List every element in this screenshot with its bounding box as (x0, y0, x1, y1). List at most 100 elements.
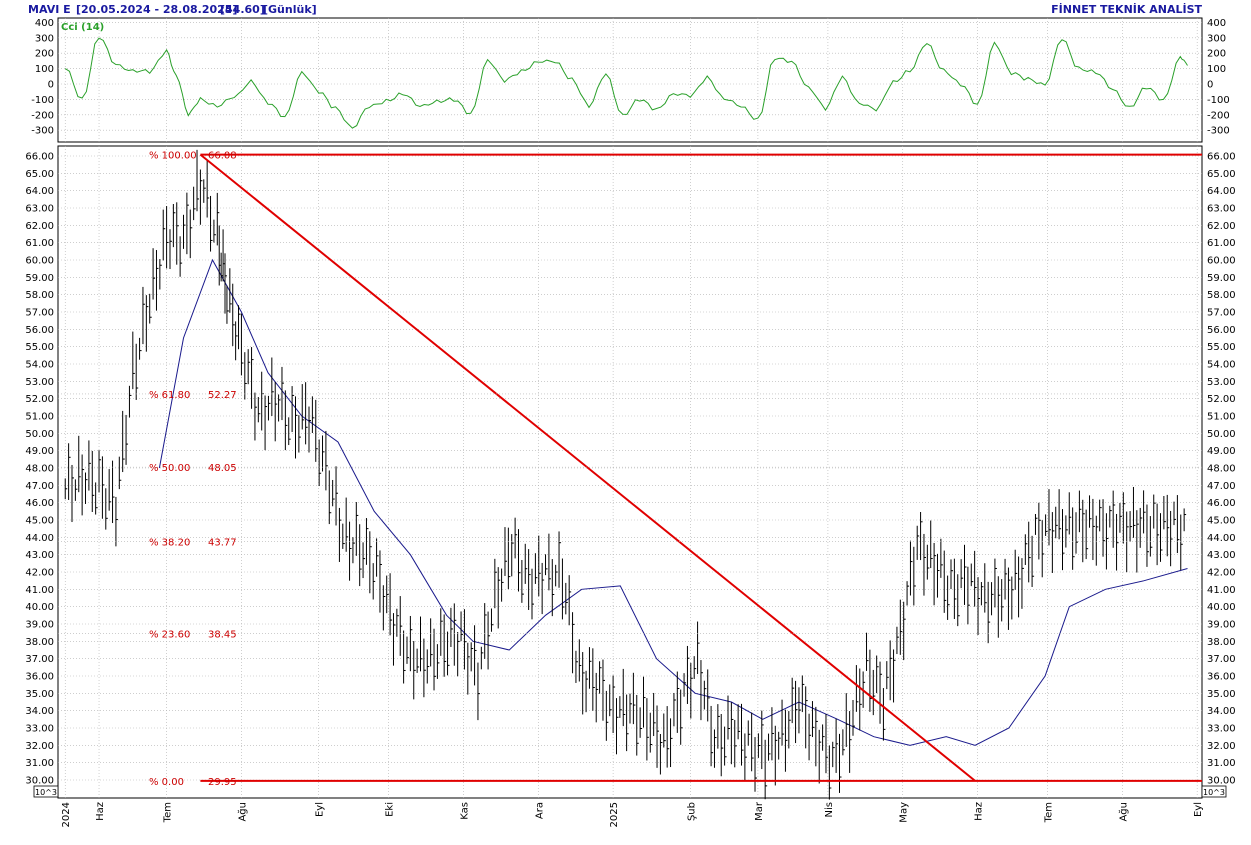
x-tick-label: May (899, 802, 910, 823)
price-tick-label-left: 32.00 (25, 741, 54, 752)
x-tick-label: Mar (754, 801, 765, 821)
price-tick-label-right: 64.00 (1207, 186, 1236, 197)
cci-tick-label-left: 200 (35, 49, 54, 60)
price-tick-label-right: 41.00 (1207, 585, 1236, 596)
price-tick-label-right: 57.00 (1207, 308, 1236, 319)
fib-level-price-label: 48.05 (208, 463, 237, 474)
price-tick-label-left: 54.00 (25, 360, 54, 371)
price-tick-label-left: 61.00 (25, 238, 54, 249)
multiplier-label-left: 10^3 (35, 788, 57, 797)
fib-level-price-label: 52.27 (208, 390, 237, 401)
price-tick-label-left: 62.00 (25, 221, 54, 232)
cci-tick-label-right: -200 (1207, 110, 1230, 121)
price-tick-label-left: 48.00 (25, 464, 54, 475)
price-tick-label-left: 44.00 (25, 533, 54, 544)
fib-level-percent-label: % 0.00 (149, 777, 184, 788)
price-tick-label-right: 49.00 (1207, 446, 1236, 457)
x-tick-label: Haz (95, 802, 106, 821)
price-tick-label-right: 37.00 (1207, 654, 1236, 665)
fib-level-percent-label: % 61.80 (149, 390, 190, 401)
cci-tick-label-right: 0 (1207, 80, 1213, 91)
price-tick-label-right: 50.00 (1207, 429, 1236, 440)
price-tick-label-left: 60.00 (25, 256, 54, 267)
price-tick-label-left: 41.00 (25, 585, 54, 596)
price-tick-label-right: 30.00 (1207, 776, 1236, 787)
price-tick-label-right: 35.00 (1207, 689, 1236, 700)
header-brand: FİNNET TEKNİK ANALİST (1051, 2, 1202, 16)
price-tick-label-left: 66.00 (25, 152, 54, 163)
price-tick-label-right: 44.00 (1207, 533, 1236, 544)
cci-tick-label-right: 300 (1207, 33, 1226, 44)
x-tick-label: 2025 (609, 802, 620, 827)
fib-level-percent-label: % 50.00 (149, 463, 190, 474)
x-tick-label: Şub (686, 802, 697, 821)
fib-level-price-label: 43.77 (208, 537, 237, 548)
price-tick-label-left: 34.00 (25, 706, 54, 717)
price-tick-label-left: 64.00 (25, 186, 54, 197)
price-tick-label-right: 38.00 (1207, 637, 1236, 648)
fibonacci-layer: % 100.00 66.08 % 61.80 52.27 % 50.00 48.05 % 3… (58, 151, 1202, 788)
price-tick-label-right: 65.00 (1207, 169, 1236, 180)
price-panel-frame (57, 145, 1203, 799)
cci-tick-label-left: 300 (35, 33, 54, 44)
price-tick-label-left: 35.00 (25, 689, 54, 700)
price-tick-label-left: 37.00 (25, 654, 54, 665)
multiplier-box-right (1201, 785, 1227, 798)
x-tick-label: 2024 (61, 802, 72, 827)
price-tick-label-left: 33.00 (25, 724, 54, 735)
fib-level-percent-label: % 38.20 (149, 537, 190, 548)
x-tick-label: Kas (459, 802, 470, 820)
price-tick-label-left: 43.00 (25, 550, 54, 561)
price-tick-label-right: 48.00 (1207, 464, 1236, 475)
price-tick-label-left: 50.00 (25, 429, 54, 440)
price-tick-label-left: 56.00 (25, 325, 54, 336)
price-tick-label-left: 59.00 (25, 273, 54, 284)
price-tick-label-right: 43.00 (1207, 550, 1236, 561)
header-last-price: [44.60] (220, 3, 265, 16)
price-tick-label-right: 56.00 (1207, 325, 1236, 336)
price-tick-label-left: 46.00 (25, 498, 54, 509)
price-tick-label-left: 40.00 (25, 602, 54, 613)
cci-tick-label-right: -300 (1207, 126, 1230, 137)
x-tick-label: Ara (534, 802, 545, 819)
price-tick-label-right: 63.00 (1207, 204, 1236, 215)
fib-level-price-label: 29.95 (208, 777, 237, 788)
price-tick-label-left: 63.00 (25, 204, 54, 215)
x-tick-label: Tem (163, 802, 174, 823)
cci-tick-label-left: -300 (31, 126, 54, 137)
cci-tick-label-left: 400 (35, 18, 54, 29)
price-tick-label-left: 42.00 (25, 568, 54, 579)
cci-tick-label-right: -100 (1207, 95, 1230, 106)
price-bars-layer (64, 149, 1187, 800)
axis-layer: 66.00 66.00 65.00 65.00 64.00 64.00 63.00 63.00… (25, 18, 1235, 828)
x-tick-label: Eki (385, 802, 396, 817)
x-tick-label: Nis (824, 802, 835, 817)
header-period: [Günlük] (263, 3, 317, 16)
cci-tick-label-left: -200 (31, 110, 54, 121)
price-tick-label-left: 52.00 (25, 394, 54, 405)
price-tick-label-left: 39.00 (25, 620, 54, 631)
price-tick-label-right: 47.00 (1207, 481, 1236, 492)
price-tick-label-left: 31.00 (25, 758, 54, 769)
price-tick-label-left: 36.00 (25, 672, 54, 683)
x-tick-label: Haz (974, 802, 985, 821)
price-tick-label-left: 47.00 (25, 481, 54, 492)
price-tick-label-left: 58.00 (25, 290, 54, 301)
fib-level-price-label: 66.08 (208, 151, 237, 162)
price-tick-label-left: 49.00 (25, 446, 54, 457)
cci-tick-label-right: 400 (1207, 18, 1226, 29)
cci-panel-frame (57, 17, 1203, 143)
x-tick-label: Tem (1044, 802, 1055, 823)
price-tick-label-left: 45.00 (25, 516, 54, 527)
price-tick-label-right: 46.00 (1207, 498, 1236, 509)
price-tick-label-right: 42.00 (1207, 568, 1236, 579)
price-tick-label-right: 62.00 (1207, 221, 1236, 232)
price-tick-label-right: 34.00 (1207, 706, 1236, 717)
cci-tick-label-left: 100 (35, 64, 54, 75)
cci-tick-label-left: -100 (31, 95, 54, 106)
price-tick-label-left: 65.00 (25, 169, 54, 180)
fib-level-price-label: 38.45 (208, 630, 237, 641)
price-tick-label-right: 61.00 (1207, 238, 1236, 249)
